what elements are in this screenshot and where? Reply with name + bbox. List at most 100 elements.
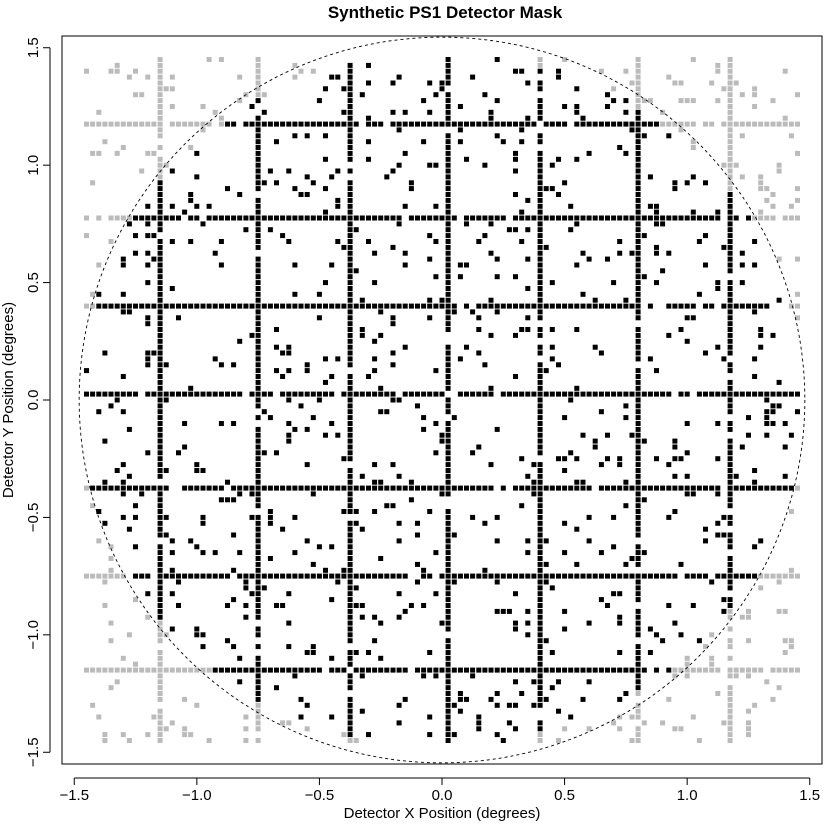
masked-pixel — [592, 667, 598, 673]
masked-pixel — [617, 573, 623, 579]
masked-pixel-outside — [108, 121, 114, 127]
masked-pixel — [396, 702, 402, 708]
masked-pixel — [635, 556, 641, 561]
masked-pixel — [445, 608, 451, 614]
masked-pixel — [335, 579, 341, 585]
masked-pixel — [574, 156, 580, 162]
masked-pixel — [304, 573, 310, 579]
masked-pixel-outside — [776, 162, 782, 168]
masked-pixel — [255, 450, 261, 456]
masked-pixel — [206, 203, 212, 209]
masked-pixel — [255, 456, 261, 462]
masked-pixel — [445, 696, 451, 702]
masked-pixel — [641, 215, 647, 221]
masked-pixel — [347, 338, 353, 344]
masked-pixel — [592, 303, 598, 309]
masked-pixel — [727, 444, 733, 450]
masked-pixel — [200, 644, 206, 650]
masked-pixel-outside — [795, 150, 800, 156]
masked-pixel — [703, 262, 708, 268]
masked-pixel-outside — [537, 62, 543, 68]
masked-pixel — [445, 256, 451, 262]
masked-pixel — [635, 432, 641, 438]
masked-pixel — [770, 332, 776, 338]
masked-pixel-outside — [727, 702, 733, 708]
masked-pixel — [396, 667, 402, 673]
masked-pixel — [390, 503, 396, 509]
masked-pixel — [537, 444, 543, 450]
masked-pixel — [537, 374, 543, 379]
masked-pixel — [513, 391, 518, 397]
masked-pixel — [537, 567, 543, 573]
masked-pixel — [126, 303, 132, 309]
masked-pixel — [151, 350, 157, 356]
masked-pixel — [709, 485, 715, 491]
masked-pixel — [133, 485, 138, 491]
masked-pixel-outside — [243, 738, 249, 743]
masked-pixel — [200, 514, 206, 520]
masked-pixel — [506, 573, 512, 579]
masked-pixel — [537, 696, 543, 702]
masked-pixel — [611, 303, 617, 309]
masked-pixel — [635, 491, 641, 497]
masked-pixel-outside — [788, 203, 794, 209]
masked-pixel-outside — [255, 62, 261, 68]
masked-pixel — [267, 415, 273, 421]
masked-pixel — [157, 197, 163, 203]
masked-pixel — [157, 209, 163, 215]
masked-pixel — [188, 192, 194, 197]
masked-pixel — [488, 215, 494, 221]
masked-pixel — [445, 291, 451, 297]
masked-pixel — [390, 573, 396, 579]
masked-pixel — [347, 356, 353, 362]
masked-pixel — [537, 221, 543, 227]
masked-pixel — [255, 203, 261, 209]
masked-pixel — [684, 180, 690, 186]
masked-pixel — [513, 215, 518, 221]
masked-pixel — [445, 673, 451, 679]
masked-pixel — [445, 315, 451, 321]
masked-pixel — [684, 303, 690, 309]
masked-pixel — [280, 573, 286, 579]
masked-pixel — [537, 679, 543, 685]
masked-pixel — [341, 215, 347, 221]
masked-pixel — [176, 215, 181, 221]
masked-pixel — [218, 362, 224, 368]
masked-pixel — [286, 303, 292, 309]
masked-pixel — [605, 303, 610, 309]
masked-pixel — [347, 685, 353, 691]
masked-pixel — [359, 603, 365, 608]
masked-pixel — [678, 485, 684, 491]
masked-pixel — [255, 327, 261, 332]
masked-pixel — [727, 209, 733, 215]
masked-pixel — [654, 221, 659, 227]
masked-pixel — [347, 256, 353, 262]
masked-pixel — [494, 303, 500, 309]
masked-pixel — [500, 573, 506, 579]
masked-pixel-outside — [145, 121, 151, 127]
masked-pixel — [347, 632, 353, 638]
masked-pixel-outside — [758, 121, 764, 127]
masked-pixel — [243, 573, 249, 579]
masked-pixel — [421, 391, 427, 397]
masked-pixel — [255, 626, 261, 632]
masked-pixel — [255, 121, 261, 127]
masked-pixel — [641, 550, 647, 556]
masked-pixel — [274, 139, 279, 145]
masked-pixel — [623, 297, 629, 303]
masked-pixel-outside — [108, 567, 114, 573]
masked-pixel-outside — [157, 655, 163, 661]
masked-pixel — [396, 573, 402, 579]
masked-pixel — [255, 256, 261, 262]
masked-pixel — [157, 368, 163, 374]
masked-pixel — [464, 215, 469, 221]
masked-pixel-outside — [739, 92, 745, 98]
masked-pixel — [329, 121, 335, 127]
masked-pixel — [408, 497, 414, 503]
masked-pixel — [445, 638, 451, 644]
masked-pixel-outside — [537, 57, 543, 62]
masked-pixel-outside — [795, 121, 800, 127]
masked-pixel-outside — [629, 714, 635, 720]
masked-pixel — [445, 139, 451, 145]
masked-pixel — [537, 726, 543, 732]
